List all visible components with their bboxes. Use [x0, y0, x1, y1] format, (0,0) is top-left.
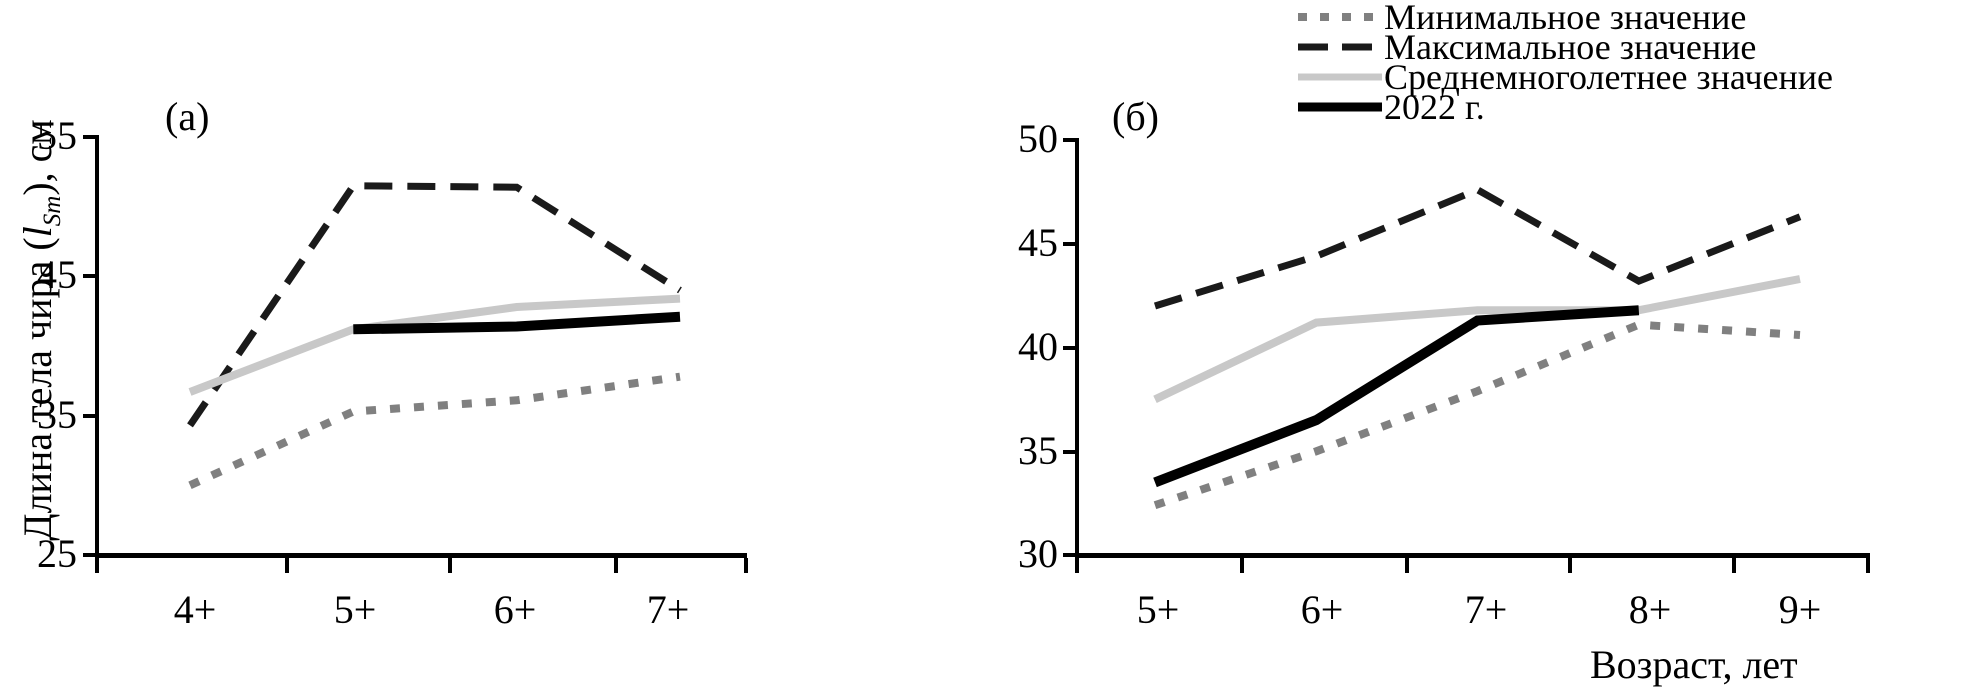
- panel-a-y-tick-label-1: 45: [37, 252, 77, 297]
- panel-b-y-tick-45: [1063, 242, 1076, 246]
- panel-a-y-tick-label-0: 55: [37, 113, 77, 158]
- legend-item-1[interactable]: Максимальное значение: [1296, 27, 1970, 67]
- series-line: [1153, 185, 1802, 310]
- solid-black-line-icon: [1296, 92, 1384, 122]
- dotted-line-icon: [1296, 2, 1384, 32]
- panel-b-y-axis: [1075, 138, 1079, 558]
- panel-a-y-tick-35: [83, 414, 96, 418]
- series-line: [188, 372, 681, 489]
- legend-label-3: 2022 г.: [1384, 87, 1485, 127]
- panel-b-x-tick-2: [1405, 558, 1409, 573]
- panel-b-x-tick-label-2: 7+: [1464, 587, 1508, 632]
- panel-b-x-tick-3: [1568, 558, 1572, 573]
- panel-b-x-tick-4: [1732, 558, 1736, 573]
- panel-a-y-tick-label-3: 25: [37, 531, 77, 576]
- panel-a-tag: (а): [165, 94, 210, 139]
- panel-b-y-tick-label-3: 35: [1018, 428, 1058, 473]
- panel-b-plot-area: [1153, 185, 1802, 509]
- solid-gray-line-icon: [1296, 62, 1384, 92]
- panel-a-x-tick-label-3: 7+: [646, 587, 690, 632]
- panel-b-y-tick-35: [1063, 450, 1076, 454]
- panel-a-y-axis: [95, 135, 99, 558]
- panel-b: (б) 50 45 40 35 30 5+ 6+ 7+ 8+ 9+ Возрас…: [980, 0, 1970, 686]
- dashed-line-icon: [1296, 32, 1384, 62]
- panel-b-x-tick-label-1: 6+: [1300, 587, 1344, 632]
- panel-b-x-tick-1: [1240, 558, 1244, 573]
- panel-a-x-tick-3: [614, 558, 618, 573]
- panel-a-x-tick-1: [285, 558, 289, 573]
- series-line: [1153, 320, 1801, 509]
- panel-b-x-axis: [1075, 553, 1870, 558]
- panel-a-x-axis: [95, 553, 747, 558]
- panel-b-x-tick-label-3: 8+: [1628, 587, 1672, 632]
- panel-a-x-tick-label-2: 6+: [493, 587, 537, 632]
- legend: Минимальное значение Максимальное значен…: [1296, 0, 1970, 127]
- x-axis-title: Возраст, лет: [1590, 642, 1798, 687]
- panel-b-y-tick-40: [1063, 346, 1076, 350]
- panel-b-y-tick-label-0: 50: [1018, 116, 1058, 161]
- panel-b-x-tick-0: [1075, 558, 1079, 573]
- panel-b-y-tick-label-4: 30: [1018, 531, 1058, 576]
- legend-item-2[interactable]: Среднемноголетнее значение: [1296, 57, 1970, 97]
- series-line: [1153, 305, 1640, 488]
- legend-item-0[interactable]: Минимальное значение: [1296, 0, 1970, 37]
- panel-a-y-tick-55: [83, 135, 96, 139]
- panel-a-plot-area: [187, 182, 682, 489]
- series-line: [188, 294, 681, 396]
- panel-b-y-tick-50: [1063, 138, 1076, 142]
- panel-b-x-tick-5: [1866, 558, 1870, 573]
- panel-b-x-tick-label-0: 5+: [1136, 587, 1180, 632]
- panel-a: (а) 55 45 35 25 4+ 5+ 6+ 7+: [0, 0, 900, 686]
- legend-label-1: Максимальное значение: [1384, 27, 1757, 67]
- panel-b-x-tick-label-4: 9+: [1778, 587, 1822, 632]
- series-line: [1153, 275, 1801, 404]
- panel-a-y-tick-label-2: 35: [37, 392, 77, 437]
- panel-a-x-tick-label-0: 4+: [173, 587, 217, 632]
- legend-label-0: Минимальное значение: [1384, 0, 1747, 37]
- panel-b-y-tick-label-1: 45: [1018, 220, 1058, 265]
- panel-a-x-tick-2: [448, 558, 452, 573]
- series-line: [187, 182, 682, 428]
- legend-item-3[interactable]: 2022 г.: [1296, 87, 1970, 127]
- panel-b-tag: (б): [1112, 94, 1159, 139]
- series-line: [353, 311, 681, 335]
- panel-a-y-tick-25: [83, 553, 96, 557]
- panel-a-x-tick-0: [95, 558, 99, 573]
- panel-a-x-tick-4: [744, 558, 748, 573]
- panel-b-y-tick-label-2: 40: [1018, 324, 1058, 369]
- panel-a-y-tick-45: [83, 274, 96, 278]
- panel-b-y-tick-30: [1063, 553, 1076, 557]
- legend-label-2: Среднемноголетнее значение: [1384, 57, 1834, 97]
- panel-a-x-tick-label-1: 5+: [333, 587, 377, 632]
